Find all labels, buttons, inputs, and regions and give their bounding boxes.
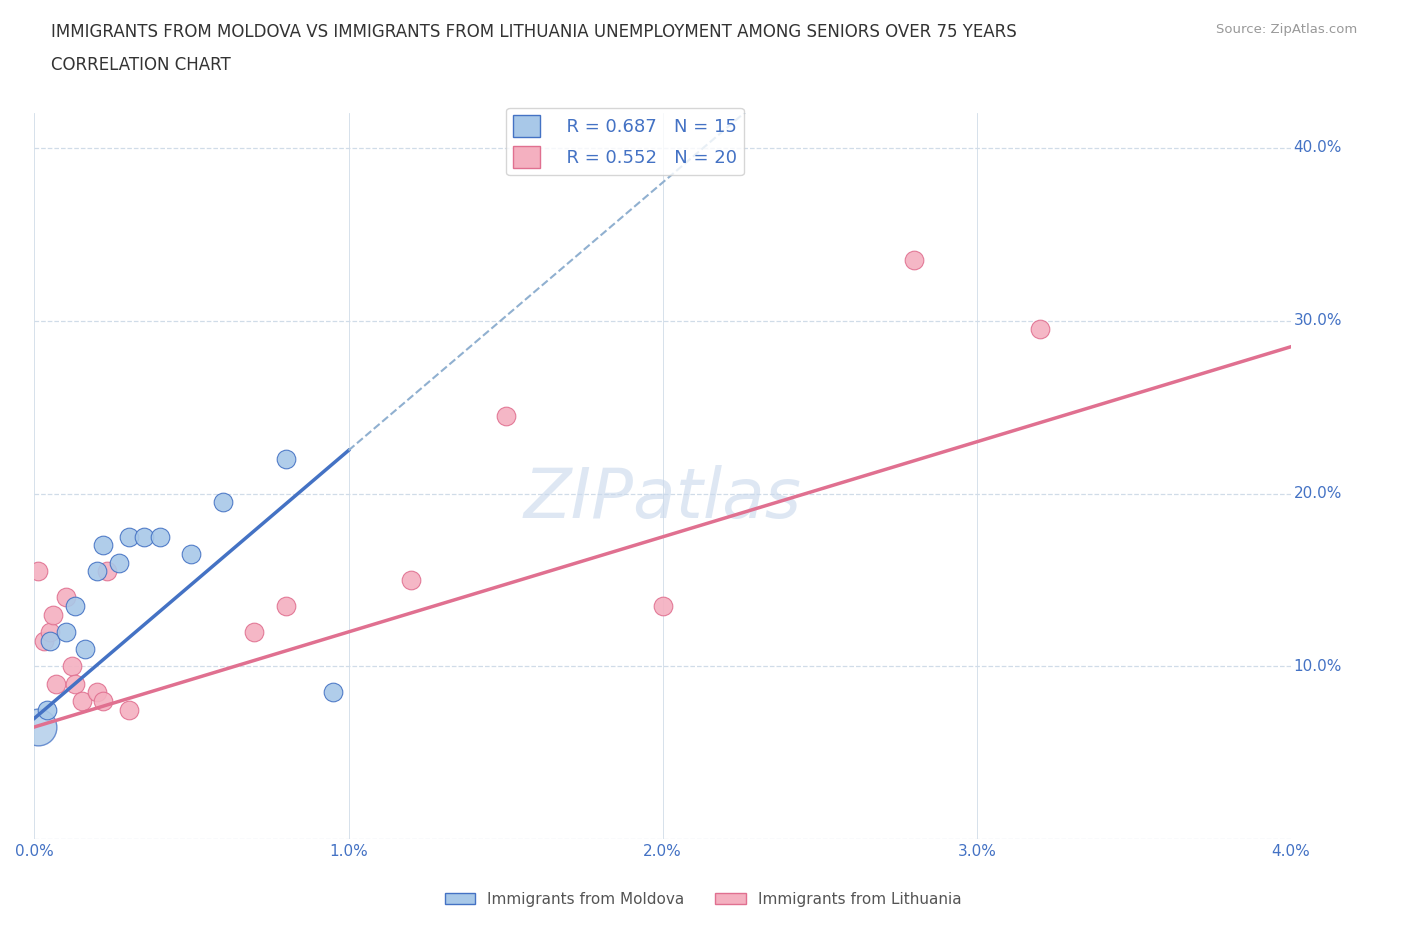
Text: 20.0%: 20.0% bbox=[1294, 486, 1341, 501]
Point bbox=[93, 694, 115, 709]
Point bbox=[35, 702, 58, 717]
Point bbox=[274, 599, 297, 614]
Point bbox=[651, 599, 673, 614]
Point bbox=[39, 624, 62, 639]
Point bbox=[322, 685, 344, 700]
Legend: Immigrants from Moldova, Immigrants from Lithuania: Immigrants from Moldova, Immigrants from… bbox=[439, 886, 967, 913]
Text: CORRELATION CHART: CORRELATION CHART bbox=[51, 56, 231, 73]
Point bbox=[108, 555, 131, 570]
Point bbox=[401, 573, 423, 588]
Text: 40.0%: 40.0% bbox=[1294, 140, 1341, 155]
Point bbox=[27, 564, 49, 578]
Text: 10.0%: 10.0% bbox=[1294, 659, 1341, 674]
Point bbox=[903, 253, 925, 268]
Point bbox=[42, 607, 65, 622]
Point bbox=[86, 564, 108, 578]
Point bbox=[117, 702, 139, 717]
Point bbox=[63, 599, 86, 614]
Point bbox=[60, 659, 83, 674]
Text: 30.0%: 30.0% bbox=[1294, 313, 1343, 328]
Point bbox=[149, 529, 172, 544]
Point bbox=[1029, 322, 1052, 337]
Point bbox=[70, 694, 93, 709]
Point bbox=[243, 624, 266, 639]
Point bbox=[274, 452, 297, 467]
Point bbox=[86, 685, 108, 700]
Point bbox=[55, 624, 77, 639]
Point bbox=[63, 676, 86, 691]
Point bbox=[212, 495, 235, 510]
Point bbox=[39, 633, 62, 648]
Text: Source: ZipAtlas.com: Source: ZipAtlas.com bbox=[1216, 23, 1357, 36]
Point bbox=[32, 633, 55, 648]
Point bbox=[134, 529, 156, 544]
Point bbox=[55, 590, 77, 604]
Point bbox=[96, 564, 118, 578]
Text: ZIPatlas: ZIPatlas bbox=[524, 465, 801, 532]
Point bbox=[180, 547, 202, 562]
Legend:   R = 0.687   N = 15,   R = 0.552   N = 20: R = 0.687 N = 15, R = 0.552 N = 20 bbox=[506, 108, 744, 176]
Point bbox=[93, 538, 115, 553]
Point bbox=[27, 720, 49, 735]
Point bbox=[45, 676, 67, 691]
Text: IMMIGRANTS FROM MOLDOVA VS IMMIGRANTS FROM LITHUANIA UNEMPLOYMENT AMONG SENIORS : IMMIGRANTS FROM MOLDOVA VS IMMIGRANTS FR… bbox=[51, 23, 1017, 41]
Point bbox=[73, 642, 96, 657]
Point bbox=[117, 529, 139, 544]
Point bbox=[495, 408, 517, 423]
